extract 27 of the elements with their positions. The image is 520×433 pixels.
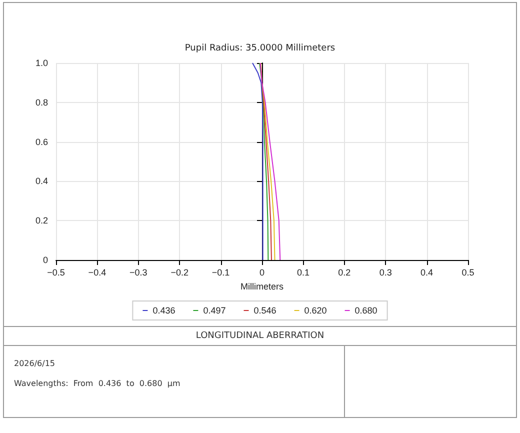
x-tick-label: −0.2 xyxy=(170,268,188,278)
y-tick-label: 1.0 xyxy=(35,58,48,68)
x-tick-label: 0.2 xyxy=(338,268,351,278)
y-tick-label: 0.4 xyxy=(35,176,48,186)
y-tick-label: 0.8 xyxy=(35,97,48,108)
y-tick-label: 0 xyxy=(42,255,48,265)
y-tick-label: 0.2 xyxy=(35,216,48,226)
x-tick-label: −0.1 xyxy=(212,268,230,278)
x-tick-label: −0.3 xyxy=(130,268,148,278)
x-tick-label: 0.3 xyxy=(379,268,392,278)
x-tick-label: −0.5 xyxy=(47,268,65,278)
x-tick-label: 0.1 xyxy=(296,268,310,278)
x-tick-label: −0.4 xyxy=(88,268,106,278)
legend-label: 0.546 xyxy=(254,306,276,316)
chart-title: Pupil Radius: 35.0000 Millimeters xyxy=(184,44,336,54)
legend-label: 0.680 xyxy=(354,306,378,316)
text: Wavelengths: From 0.436 to 0.680 µm xyxy=(14,379,180,388)
x-tick-label: 0.4 xyxy=(420,268,434,278)
legend-label: 0.620 xyxy=(304,306,327,316)
text: 2026/6/15 xyxy=(14,359,56,368)
legend-label: 0.497 xyxy=(203,306,226,316)
x-tick-label: 0.5 xyxy=(462,268,474,278)
text: LONGITUDINAL ABERRATION xyxy=(4,326,516,346)
y-tick-label: 0.6 xyxy=(35,136,48,147)
x-axis-title: Millimeters xyxy=(240,281,284,292)
legend-label: 0.436 xyxy=(152,306,176,316)
x-tick-label: 0 xyxy=(259,268,265,278)
